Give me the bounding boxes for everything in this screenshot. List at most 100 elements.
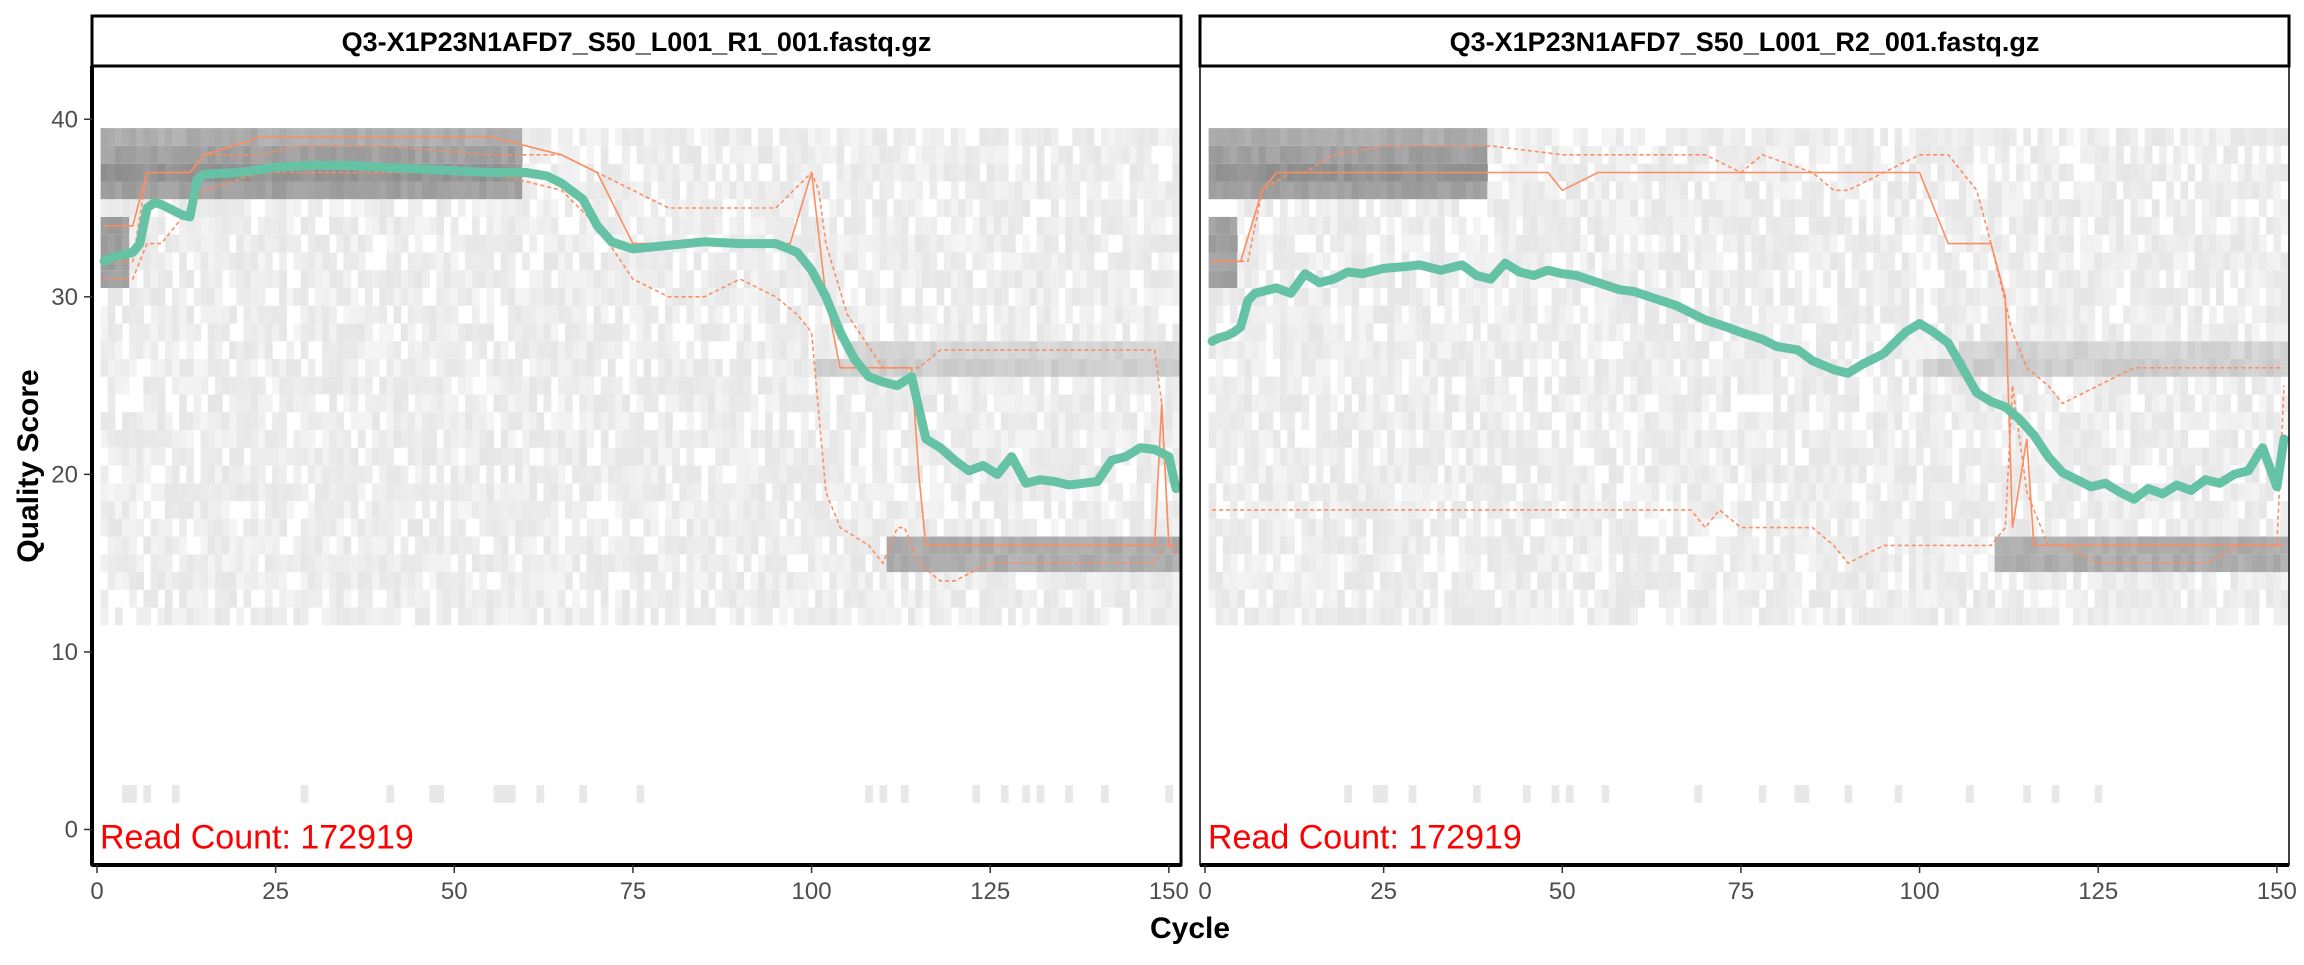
heatmap-cell bbox=[529, 412, 537, 430]
heatmap-cell bbox=[658, 537, 666, 555]
heatmap-cell bbox=[901, 306, 909, 324]
heatmap-cell bbox=[1101, 235, 1109, 253]
heatmap-cell bbox=[1115, 572, 1123, 590]
heatmap-cell bbox=[136, 608, 144, 626]
heatmap-cell bbox=[1602, 324, 1610, 342]
heatmap-cell bbox=[765, 288, 773, 306]
heatmap-cell bbox=[265, 235, 273, 253]
heatmap-cell bbox=[279, 395, 287, 413]
heatmap-cell bbox=[1409, 590, 1417, 608]
heatmap-cell bbox=[1072, 377, 1080, 395]
heatmap-cell bbox=[1244, 430, 1252, 448]
heatmap-cell bbox=[294, 395, 302, 413]
heatmap-cell bbox=[201, 519, 209, 537]
heatmap-cell bbox=[1587, 572, 1595, 590]
heatmap-cell bbox=[1352, 483, 1360, 501]
heatmap-cell bbox=[708, 288, 716, 306]
heatmap-cell bbox=[1452, 608, 1460, 626]
heatmap-cell bbox=[1165, 590, 1173, 608]
heatmap-cell bbox=[208, 466, 216, 484]
heatmap-cell bbox=[565, 554, 573, 572]
heatmap-cell bbox=[637, 554, 645, 572]
heatmap-cell bbox=[308, 252, 316, 270]
heatmap-cell bbox=[108, 395, 116, 413]
heatmap-cell bbox=[872, 608, 880, 626]
heatmap-cell bbox=[1366, 359, 1374, 377]
heatmap-cell bbox=[765, 590, 773, 608]
heatmap-cell bbox=[872, 466, 880, 484]
heatmap-cell bbox=[1259, 466, 1267, 484]
heatmap-cell bbox=[779, 501, 787, 519]
heatmap-cell bbox=[1652, 270, 1660, 288]
heatmap-cell bbox=[1302, 146, 1310, 164]
heatmap-cell bbox=[715, 217, 723, 235]
heatmap-cell bbox=[1137, 164, 1145, 182]
heatmap-cell bbox=[1158, 252, 1166, 270]
heatmap-cell bbox=[1430, 235, 1438, 253]
heatmap-cell bbox=[294, 554, 302, 572]
heatmap-cell bbox=[1302, 554, 1310, 572]
heatmap-cell bbox=[865, 306, 873, 324]
heatmap-cell bbox=[1259, 324, 1267, 342]
heatmap-cell bbox=[1223, 377, 1231, 395]
heatmap-cell bbox=[401, 501, 409, 519]
heatmap-cell bbox=[1594, 395, 1602, 413]
heatmap-cell bbox=[1309, 537, 1317, 555]
heatmap-cell bbox=[1259, 252, 1267, 270]
heatmap-cell bbox=[672, 501, 680, 519]
heatmap-cell bbox=[1244, 270, 1252, 288]
heatmap-cell bbox=[1423, 128, 1431, 146]
heatmap-cell bbox=[358, 430, 366, 448]
heatmap-cell bbox=[251, 306, 259, 324]
heatmap-cell bbox=[1058, 252, 1066, 270]
heatmap-cell bbox=[365, 501, 373, 519]
heatmap-cell bbox=[815, 164, 823, 182]
heatmap-cell bbox=[1516, 554, 1524, 572]
heatmap-cell bbox=[222, 252, 230, 270]
heatmap-cell bbox=[872, 324, 880, 342]
heatmap-cell bbox=[765, 519, 773, 537]
heatmap-cell bbox=[1337, 128, 1345, 146]
heatmap-cell bbox=[765, 146, 773, 164]
heatmap-cell bbox=[972, 785, 980, 803]
heatmap-cell bbox=[436, 412, 444, 430]
heatmap-cell bbox=[651, 608, 659, 626]
heatmap-cell bbox=[494, 395, 502, 413]
heatmap-cell bbox=[1144, 572, 1152, 590]
heatmap-cell bbox=[1037, 608, 1045, 626]
heatmap-cell bbox=[358, 377, 366, 395]
heatmap-cell bbox=[208, 306, 216, 324]
heatmap-cell bbox=[308, 501, 316, 519]
heatmap-cell bbox=[801, 324, 809, 342]
heatmap-cell bbox=[1430, 395, 1438, 413]
heatmap-cell bbox=[515, 501, 523, 519]
heatmap-cell bbox=[1094, 519, 1102, 537]
heatmap-cell bbox=[737, 430, 745, 448]
heatmap-cell bbox=[1587, 377, 1595, 395]
heatmap-cell bbox=[1058, 412, 1066, 430]
heatmap-cell bbox=[1309, 448, 1317, 466]
heatmap-cell bbox=[1373, 359, 1381, 377]
heatmap-cell bbox=[365, 466, 373, 484]
heatmap-cell bbox=[1108, 199, 1116, 217]
heatmap-cell bbox=[101, 235, 109, 253]
heatmap-cell bbox=[722, 590, 730, 608]
heatmap-cell bbox=[172, 501, 180, 519]
heatmap-cell bbox=[408, 572, 416, 590]
heatmap-cell bbox=[308, 377, 316, 395]
heatmap-cell bbox=[1459, 146, 1467, 164]
heatmap-cell bbox=[708, 412, 716, 430]
heatmap-cell bbox=[829, 519, 837, 537]
heatmap-cell bbox=[265, 590, 273, 608]
heatmap-cell bbox=[1065, 412, 1073, 430]
heatmap-cell bbox=[922, 270, 930, 288]
heatmap-cell bbox=[1237, 270, 1245, 288]
heatmap-cell bbox=[1115, 501, 1123, 519]
heatmap-cell bbox=[858, 466, 866, 484]
heatmap-cell bbox=[115, 146, 123, 164]
heatmap-cell bbox=[286, 395, 294, 413]
heatmap-cell bbox=[1223, 270, 1231, 288]
heatmap-cell bbox=[1480, 412, 1488, 430]
heatmap-cell bbox=[1359, 146, 1367, 164]
heatmap-cell bbox=[115, 199, 123, 217]
